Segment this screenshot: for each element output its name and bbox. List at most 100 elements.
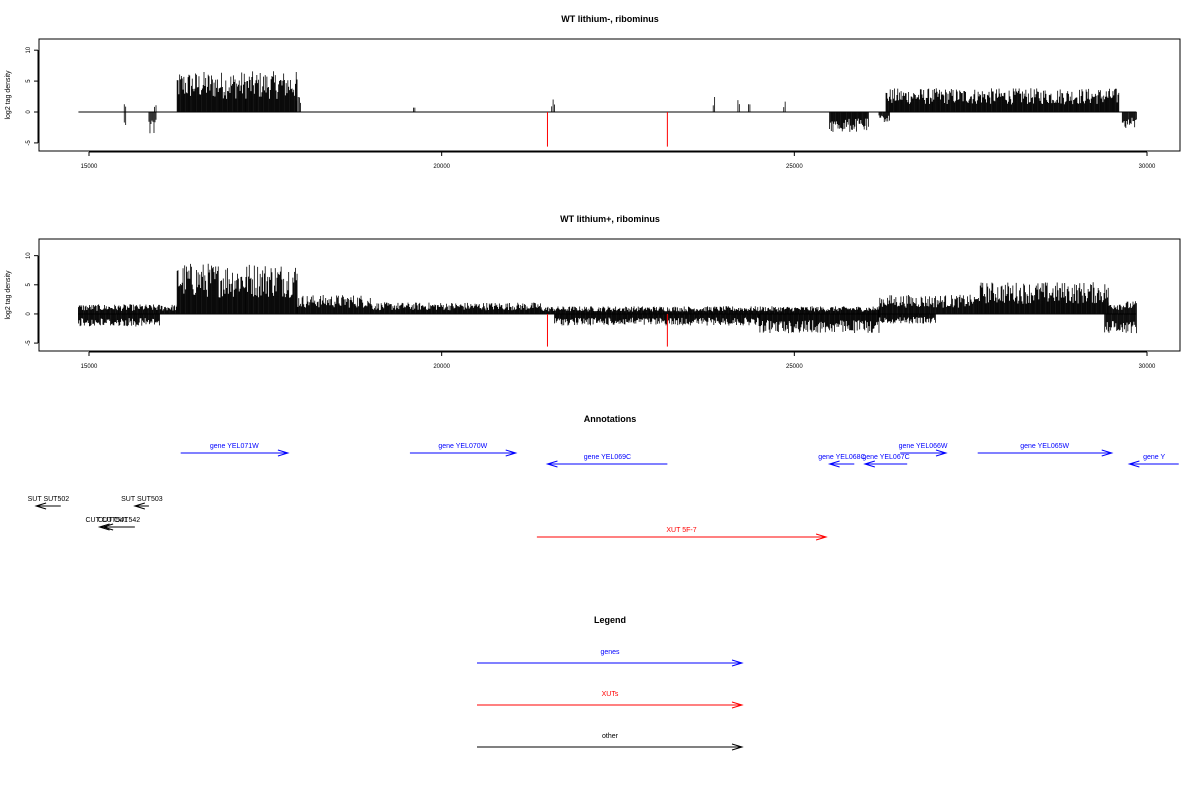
plus-strand-spikes <box>551 99 555 112</box>
annotation-feature: SUT SUT502 <box>28 496 70 510</box>
y-axis-label: log2 tag density <box>5 70 12 120</box>
feature-label: SUT SUT503 <box>121 496 163 503</box>
minus-strand-spikes <box>148 112 157 134</box>
y-tick-label: -5 <box>26 340 32 346</box>
panel-title: WT lithium+, ribominus <box>560 214 660 224</box>
plus-strand-spikes <box>878 294 979 314</box>
legend-item: genes <box>477 649 744 667</box>
plus-strand-spikes <box>176 263 298 314</box>
feature-label: gene YEL068C <box>818 454 865 461</box>
minus-strand-spikes <box>878 112 890 123</box>
legend-arrow-arrowhead <box>731 701 744 709</box>
feature-arrow-arrowhead <box>815 533 828 541</box>
legend: Legend genes XUTs other <box>477 615 744 751</box>
plus-strand-spikes <box>737 100 740 112</box>
feature-label: XUT 5F-7 <box>666 527 696 534</box>
y-tick-label: 5 <box>26 79 32 83</box>
coverage-spikes <box>78 263 1137 347</box>
x-tick-label: 25000 <box>786 164 803 170</box>
annotation-feature: gene YEL069C <box>545 454 668 468</box>
x-tick-label: 25000 <box>786 364 803 370</box>
feature-arrow-arrowhead <box>827 460 840 468</box>
plot-frame <box>38 238 1181 352</box>
minus-strand-spikes <box>878 313 936 324</box>
annotation-feature: gene YEL067C <box>862 454 910 468</box>
plus-strand-spikes <box>413 107 416 112</box>
feature-arrow-arrowhead <box>505 449 518 457</box>
feature-arrow-arrowhead <box>545 460 558 468</box>
x-tick-label: 30000 <box>1139 164 1156 170</box>
coverage-panel-lithium-minus: WT lithium-, ribominus log2 tag density … <box>5 14 1181 170</box>
y-tick-label: 0 <box>26 312 32 316</box>
y-axis-label: log2 tag density <box>5 270 12 320</box>
minus-strand-spikes <box>758 313 880 334</box>
feature-arrow-arrowhead <box>133 502 145 510</box>
y-tick-label: -5 <box>26 140 32 146</box>
x-tick-label: 20000 <box>433 164 450 170</box>
legend-arrow-arrowhead <box>731 659 744 667</box>
annotation-feature: gene YEL068C <box>818 454 866 468</box>
coverage-marks <box>78 263 1137 347</box>
feature-arrow-arrowhead <box>935 449 948 457</box>
plus-strand-spikes <box>370 302 541 314</box>
annotation-feature: gene YEL070W <box>409 443 518 457</box>
x-tick-label: 20000 <box>433 364 450 370</box>
legend-label: other <box>602 733 619 740</box>
annotation-feature: gene YEL066W <box>899 443 948 457</box>
annotation-features: gene YEL071W gene YEL070W gene YEL069C gene… <box>28 443 1179 541</box>
feature-label: gene Y <box>1143 454 1165 461</box>
minus-strand-spikes <box>829 112 869 132</box>
minus-strand-spikes <box>554 313 760 326</box>
annotation-feature: CUT CUT541 <box>85 517 128 531</box>
plus-strand-spikes <box>712 97 716 112</box>
feature-label: gene YEL065W <box>1020 443 1069 450</box>
y-tick-label: 0 <box>26 110 32 114</box>
plus-strand-spikes <box>1107 301 1137 314</box>
coverage-panel-lithium-plus: WT lithium+, ribominus log2 tag density … <box>5 214 1181 370</box>
coverage-spikes <box>123 71 1137 147</box>
minus-strand-spikes <box>1121 112 1137 128</box>
plus-strand-spikes <box>540 306 880 314</box>
minus-strand-spikes <box>1104 313 1137 334</box>
feature-label: SUT SUT502 <box>28 496 70 503</box>
feature-arrow-arrowhead <box>277 449 290 457</box>
plus-strand-spikes <box>977 282 1109 314</box>
legend-item: XUTs <box>477 691 744 709</box>
panel-title: WT lithium-, ribominus <box>561 14 659 24</box>
feature-label: CUT CUT541 <box>85 517 127 524</box>
annotation-feature: gene YEL071W <box>180 443 290 457</box>
legend-title: Legend <box>594 615 626 625</box>
plus-strand-spikes <box>748 104 751 112</box>
plus-strand-spikes <box>78 304 178 314</box>
annotations-track: Annotations gene YEL071W gene YEL070Wgene… <box>28 414 1179 541</box>
coverage-marks <box>78 71 1137 147</box>
feature-label: gene YEL071W <box>210 443 259 450</box>
minus-strand-spikes <box>78 313 160 327</box>
feature-arrow-arrowhead <box>97 523 110 531</box>
annotation-feature: gene Y <box>1127 454 1179 468</box>
feature-label: gene YEL066W <box>899 443 948 450</box>
minus-strand-spikes <box>123 112 127 125</box>
plus-strand-spikes <box>885 88 1120 112</box>
feature-label: gene YEL070W <box>438 443 487 450</box>
plus-strand-spikes <box>296 97 301 112</box>
plus-strand-spikes <box>296 295 372 314</box>
legend-label: genes <box>600 649 620 656</box>
plus-strand-spikes <box>123 104 127 112</box>
annotations-title: Annotations <box>584 414 637 424</box>
feature-label: gene YEL069C <box>584 454 631 461</box>
annotation-feature: SUT SUT503 <box>121 496 163 510</box>
y-tick-label: 10 <box>26 46 32 53</box>
plus-strand-spikes <box>783 101 786 112</box>
x-tick-label: 15000 <box>81 364 98 370</box>
feature-arrow-arrowhead <box>863 460 876 468</box>
axes: 15000 20000 25000 30000 -5 0 5 10 <box>26 46 1156 170</box>
plus-strand-spikes <box>176 71 298 112</box>
feature-arrow-arrowhead <box>34 502 47 510</box>
feature-arrow-arrowhead <box>1101 449 1114 457</box>
plot-frame <box>38 38 1181 152</box>
y-tick-label: 5 <box>26 282 32 286</box>
annotation-feature: gene YEL065W <box>977 443 1114 457</box>
feature-arrow-arrowhead <box>1127 460 1140 468</box>
